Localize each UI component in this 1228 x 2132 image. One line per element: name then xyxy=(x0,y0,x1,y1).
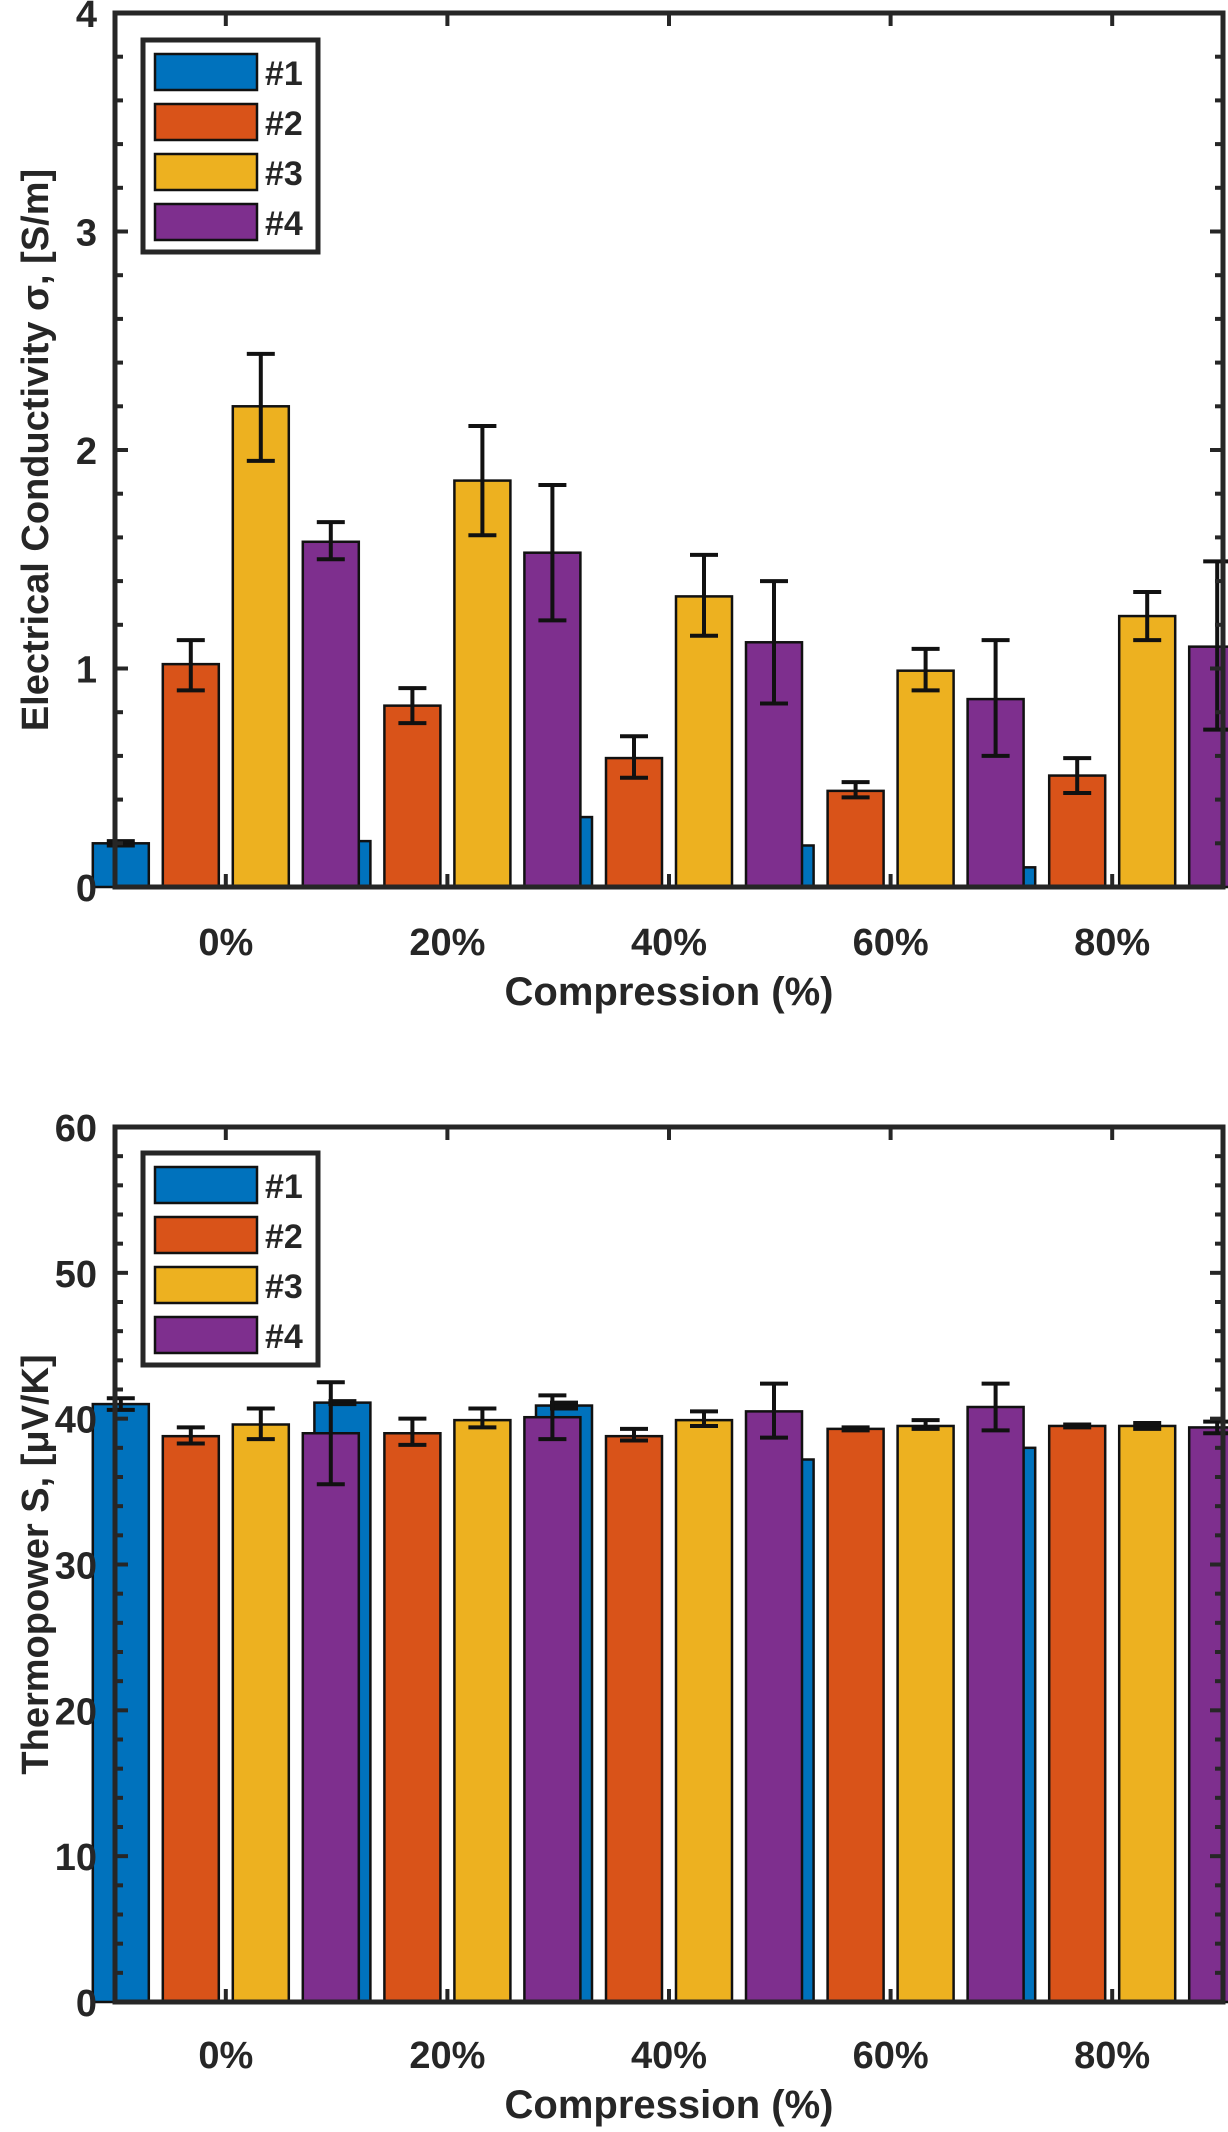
bar-s3-80pct xyxy=(1117,1424,1177,2004)
bar-s2-40pct xyxy=(604,1434,664,2004)
legend-swatch-s3 xyxy=(153,152,259,192)
bar-s4-60pct xyxy=(966,1405,1025,2004)
y-axis-title: Electrical Conductivity σ, [S/m] xyxy=(15,169,57,731)
legend-swatch-s4 xyxy=(153,202,259,242)
bar-s3-40pct xyxy=(674,595,734,889)
y-tick-label: 30 xyxy=(55,1546,97,1588)
bar-s3-0pct xyxy=(231,405,291,889)
bar-s3-40pct xyxy=(674,1418,734,2004)
y-tick-label: 1 xyxy=(76,650,97,692)
legend-label: #1 xyxy=(265,55,303,93)
bar-s2-80pct xyxy=(1047,1424,1107,2004)
bar-s1-0pct xyxy=(91,842,151,889)
y-tick-label: 20 xyxy=(55,1691,97,1733)
x-tick-label: 40% xyxy=(631,2035,707,2077)
bar-s2-20pct xyxy=(383,1432,442,2004)
bar-s3-0pct xyxy=(231,1423,291,2004)
legend-label: #3 xyxy=(265,1268,303,1306)
bar-s2-20pct xyxy=(383,704,442,889)
x-tick-label: 60% xyxy=(853,922,929,964)
bar-s1-0pct xyxy=(91,1402,151,2004)
bar-s2-0pct xyxy=(161,662,221,889)
x-tick-label: 20% xyxy=(409,2035,485,2077)
bar-s4-60pct xyxy=(966,697,1025,889)
x-tick-label: 60% xyxy=(853,2035,929,2077)
y-tick-label: 2 xyxy=(76,431,97,473)
y-tick-label: 0 xyxy=(76,868,97,910)
x-tick-label: 20% xyxy=(409,922,485,964)
x-tick-label: 0% xyxy=(198,922,253,964)
bar-s3-60pct xyxy=(896,1424,955,2004)
y-tick-label: 3 xyxy=(76,213,97,255)
y-tick-label: 60 xyxy=(55,1108,97,1150)
x-axis-title: Compression (%) xyxy=(505,2083,834,2127)
legend-swatch-s1 xyxy=(153,52,259,92)
y-tick-label: 4 xyxy=(76,0,97,36)
x-tick-label: 80% xyxy=(1074,922,1150,964)
x-tick-label: 80% xyxy=(1074,2035,1150,2077)
legend-swatch-s4 xyxy=(153,1315,259,1355)
bar-s3-60pct xyxy=(896,669,955,889)
legend-swatch-s2 xyxy=(153,102,259,142)
bar-s3-80pct xyxy=(1117,614,1177,889)
x-axis-title: Compression (%) xyxy=(505,970,834,1014)
y-tick-label: 50 xyxy=(55,1254,97,1296)
thermopower-chart: 0 10 20 30 40 50 60 0% 20% 40% 60% 80% Compression (… xyxy=(15,1108,1228,2127)
bar-s2-60pct xyxy=(826,1427,885,2004)
bar-s3-20pct xyxy=(453,479,512,889)
bar-s4-0pct xyxy=(301,540,361,889)
legend-swatch-s3 xyxy=(153,1265,259,1305)
bar-s3-20pct xyxy=(453,1418,512,2004)
bar-s4-20pct xyxy=(523,1415,582,2004)
y-tick-label: 0 xyxy=(76,1983,97,2025)
legend-label: #2 xyxy=(265,1218,303,1256)
bar-s4-0pct xyxy=(301,1432,361,2004)
bar-s2-0pct xyxy=(161,1434,221,2004)
legend-swatch-s2 xyxy=(153,1215,259,1255)
x-tick-label: 0% xyxy=(198,2035,253,2077)
x-tick-label: 40% xyxy=(631,922,707,964)
y-axis-title: Thermopower S, [μV/K] xyxy=(15,1354,57,1774)
y-tick-label: 40 xyxy=(55,1400,97,1442)
bar-s2-60pct xyxy=(826,789,885,889)
legend-label: #2 xyxy=(265,105,303,143)
y-tick-label: 10 xyxy=(55,1837,97,1879)
legend-label: #1 xyxy=(265,1168,303,1206)
legend-label: #4 xyxy=(265,1318,303,1356)
legend-label: #4 xyxy=(265,205,303,243)
legend-swatch-s1 xyxy=(153,1165,259,1205)
bar-s4-40pct xyxy=(744,1410,804,2004)
legend-label: #3 xyxy=(265,155,303,193)
